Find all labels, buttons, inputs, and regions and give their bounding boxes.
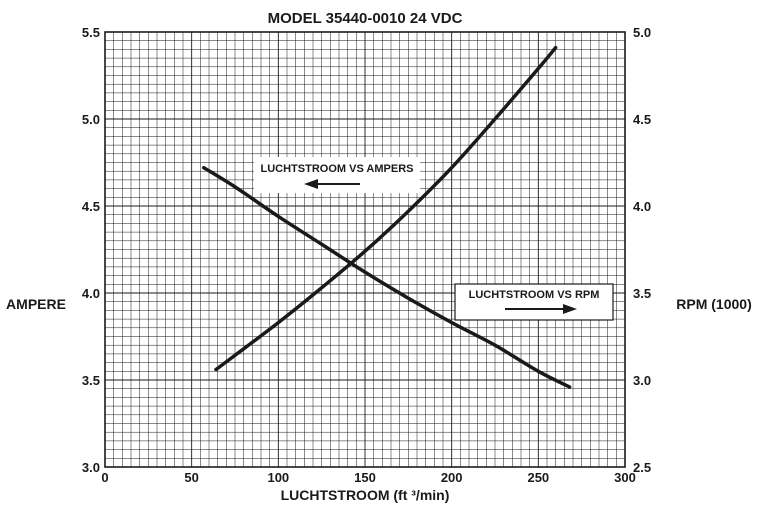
y-right-tick-label: 2.5 (633, 460, 651, 475)
annotation-ampers-arrowhead (304, 179, 318, 189)
y-right-tick-label: 4.5 (633, 112, 651, 127)
series-line-rpm (214, 45, 558, 372)
annotation-ampers-box (254, 157, 420, 193)
x-tick-label: 100 (267, 470, 289, 485)
ticks: 0 50 100 150 200 250 300 3.0 3.5 4.0 4.5 5.0 5.5 2.5 3… (82, 25, 651, 485)
x-tick-label: 300 (614, 470, 636, 485)
y-right-tick-label: 4.0 (633, 199, 651, 214)
y-left-tick-label: 5.5 (82, 25, 100, 40)
y-left-tick-label: 3.5 (82, 373, 100, 388)
y-right-tick-label: 3.0 (633, 373, 651, 388)
y-left-tick-label: 4.0 (82, 286, 100, 301)
y-right-tick-label: 3.5 (633, 286, 651, 301)
series-line-ampers (202, 165, 572, 389)
y-right-axis-label: RPM (1000) (676, 296, 751, 312)
annotation-ampers: LUCHTSTROOM VS AMPERS (254, 157, 420, 193)
annotation-rpm-text: LUCHTSTROOM VS RPM (469, 289, 600, 301)
annotation-ampers-text: LUCHTSTROOM VS AMPERS (261, 163, 414, 175)
series-layer (202, 45, 572, 389)
annotation-rpm-box (454, 283, 614, 321)
annotation-rpm: LUCHTSTROOM VS RPM (454, 283, 614, 321)
x-tick-label: 250 (527, 470, 549, 485)
y-left-axis-label: AMPERE (6, 296, 66, 312)
x-tick-label: 200 (441, 470, 463, 485)
plot-frame (104, 31, 626, 468)
x-axis-label: LUCHTSTROOM (ft ³/min) (281, 487, 450, 503)
chart-title: MODEL 35440-0010 24 VDC (268, 10, 463, 27)
y-right-tick-label: 5.0 (633, 25, 651, 40)
annotation-rpm-arrowhead (563, 304, 577, 314)
y-left-tick-label: 5.0 (82, 112, 100, 127)
y-left-tick-label: 4.5 (82, 199, 100, 214)
x-tick-label: 50 (184, 470, 198, 485)
y-left-tick-label: 3.0 (82, 460, 100, 475)
x-tick-label: 0 (101, 470, 108, 485)
x-tick-label: 150 (354, 470, 376, 485)
